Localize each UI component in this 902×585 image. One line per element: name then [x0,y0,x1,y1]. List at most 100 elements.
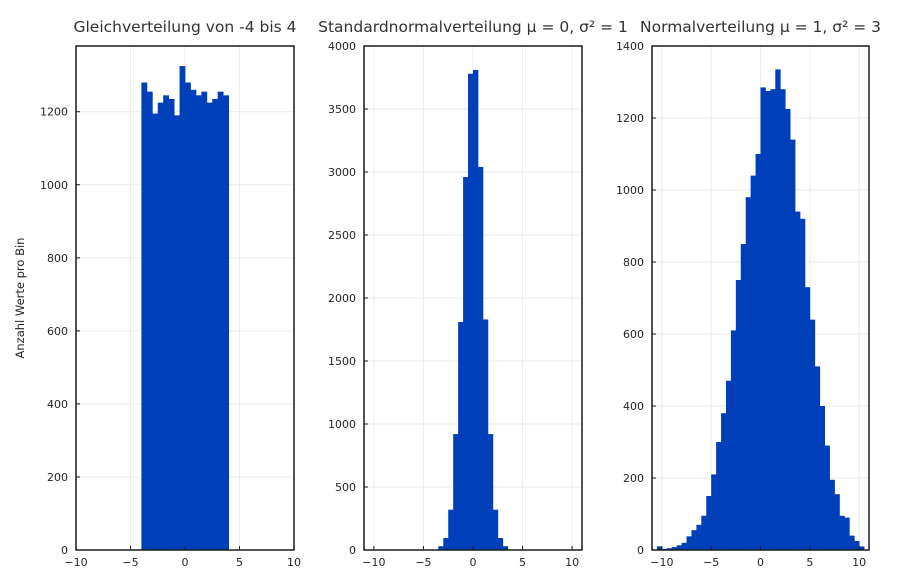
x-tick-label: −5 [122,556,138,569]
histogram-bar [463,177,469,551]
histogram-bar [201,91,208,551]
histogram-bar [859,546,865,550]
histogram-bar [760,87,766,551]
y-tick-label: 600 [47,325,68,338]
histogram-bar [824,445,830,550]
y-tick-label: 1000 [328,418,356,431]
histogram-bar [834,494,840,550]
histogram-bar [849,535,855,550]
y-tick-label: 400 [623,400,644,413]
histogram-bar [716,442,722,550]
x-tick-label: 5 [519,556,526,569]
histogram-panel-normal: −10 −5 0 5 10 0 200 400 600 800 1000 1200 1400 Normal… [616,18,881,569]
y-tick-label: 200 [47,471,68,484]
histogram-bar [686,536,692,550]
y-tick-label: 1000 [40,179,68,192]
y-tick-label: 0 [61,544,68,557]
x-tick-label: 0 [757,556,764,569]
histogram-bar [482,319,489,550]
histogram-bar [190,89,197,551]
y-tick-label: 4000 [328,40,356,53]
y-tick-label: 0 [637,544,644,557]
histogram-bar [750,175,756,550]
histogram-bar [839,515,845,550]
x-tick-label: 0 [470,556,477,569]
x-tick-label: −10 [650,556,673,569]
histogram-bar [141,82,148,551]
histogram-bar [453,434,459,550]
histogram-bar [656,546,663,550]
y-tick-label: 1200 [40,106,68,119]
histogram-bar [745,197,752,550]
y-tick-label: 800 [47,252,68,265]
histogram-bar [438,546,444,550]
histogram-bar [814,366,821,550]
histogram-bar [829,479,835,550]
histogram-bar [497,538,504,550]
histogram-bar [785,109,791,550]
histogram-bar [157,102,164,550]
y-axis-label: Anzahl Werte pro Bin [13,238,27,359]
histogram-bar [185,82,191,551]
x-tick-label: −10 [362,556,385,569]
histogram-bar [804,287,811,550]
y-tick-label: 2500 [328,229,356,242]
histogram-bar [696,524,702,550]
histogram-bar [780,89,786,550]
histogram-bar [477,166,484,550]
histogram-bar [691,530,697,550]
histogram-bar [765,91,771,550]
histogram-bar [795,211,801,550]
histogram-bar [443,538,449,550]
x-tick-label: 10 [852,556,866,569]
histogram-bar [809,319,816,550]
histogram-bar [790,139,796,550]
x-tick-label: −5 [703,556,719,569]
histogram-bar [666,548,673,550]
histogram-bar [223,95,229,550]
histogram-bar [799,218,806,551]
histogram-bar [819,406,826,550]
histogram-bar [502,546,509,550]
histogram-bar [492,509,499,550]
x-tick-label: 5 [806,556,813,569]
histogram-bar [168,98,175,551]
chart-title: Standardnormalverteilung μ = 0, σ² = 1 [318,18,628,36]
histogram-bar [174,115,180,551]
histogram-bar [163,95,170,550]
y-tick-label: 800 [623,256,644,269]
histogram-bar [217,91,224,551]
x-tick-label: 0 [182,556,189,569]
histogram-bar [735,280,742,550]
y-tick-label: 1000 [616,184,644,197]
histogram-bar [775,69,781,551]
histogram-bar [473,69,479,550]
histogram-panel-uniform: −10 −5 0 5 10 0 200 400 600 800 1000 1200 Gleichvert… [40,18,301,569]
chart-title: Normalverteilung μ = 1, σ² = 3 [640,18,881,36]
histogram-bar [730,330,737,550]
y-tick-label: 1500 [328,355,356,368]
histogram-bar [458,321,464,550]
x-tick-label: 5 [236,556,243,569]
histogram-bar [701,515,707,550]
histogram-bar [770,89,776,550]
y-tick-label: 3500 [328,103,356,116]
y-tick-label: 0 [349,544,356,557]
x-tick-label: −10 [64,556,87,569]
histogram-bar [146,91,153,551]
histogram-bar [671,547,678,550]
histogram-bar [212,98,219,551]
histogram-bar [676,545,682,550]
histogram-bar [195,95,202,550]
chart-title: Gleichverteilung von -4 bis 4 [73,18,296,36]
histogram-bar [706,496,712,550]
histogram-bar [725,380,732,550]
histogram-bar [721,413,727,550]
histogram-bar [740,244,747,550]
histogram-panel-standard-normal: −10 −5 0 5 10 0 500 1000 1500 2000 2500 3000 3500 400… [318,18,628,569]
histogram-bar [206,102,213,550]
y-tick-label: 500 [335,481,356,494]
y-tick-label: 1400 [616,40,644,53]
histogram-bar [711,474,717,550]
